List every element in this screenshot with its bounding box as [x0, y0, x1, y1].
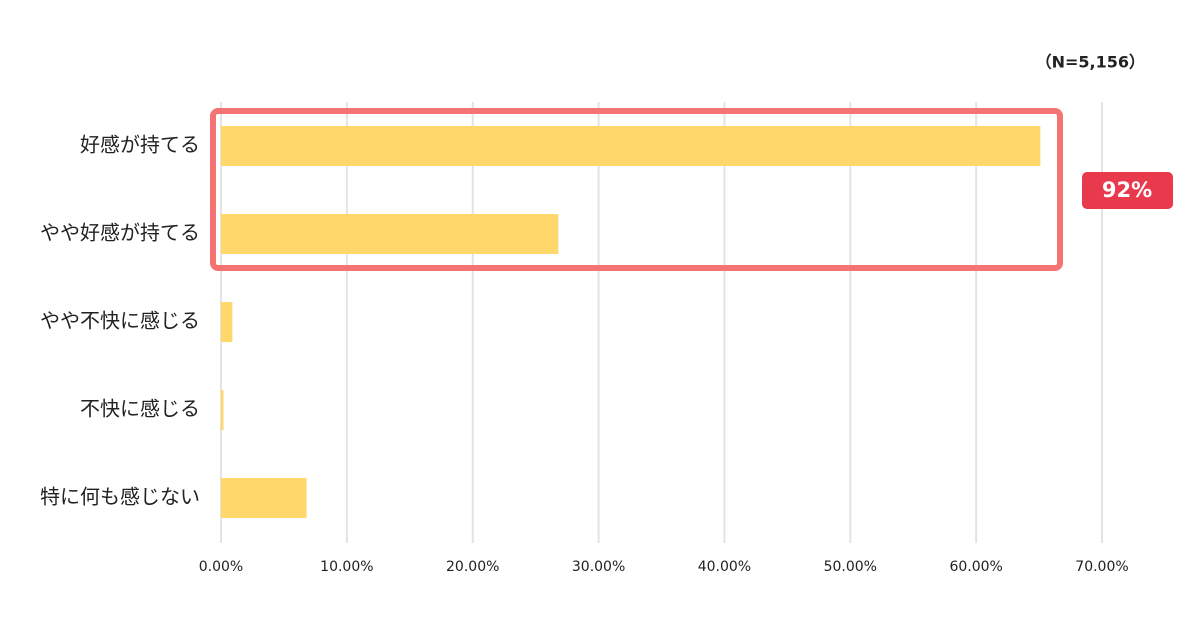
highlight-box: [210, 108, 1063, 271]
bar: [221, 126, 1041, 166]
bars: [221, 126, 1041, 518]
sample-size: （N=5,156）: [1036, 53, 1145, 72]
bar: [221, 214, 559, 254]
x-tick-label: 60.00%: [949, 559, 1002, 575]
x-tick-label: 40.00%: [698, 559, 751, 575]
grid: [220, 102, 1103, 543]
badge-label: 92%: [1102, 178, 1152, 202]
x-tick-label: 0.00%: [199, 559, 243, 575]
y-tick-label: やや不快に感じる: [40, 309, 200, 333]
y-tick-label: やや好感が持てる: [40, 221, 200, 245]
x-tick-label: 70.00%: [1075, 559, 1128, 575]
bar: [221, 390, 224, 430]
bar: [221, 478, 307, 518]
y-tick-label: 特に何も感じない: [40, 485, 200, 509]
y-tick-label: 好感が持てる: [80, 133, 200, 157]
x-tick-label: 10.00%: [320, 559, 373, 575]
x-tick-label: 50.00%: [824, 559, 877, 575]
x-tick-label: 30.00%: [572, 559, 625, 575]
x-tick-label: 20.00%: [446, 559, 499, 575]
y-tick-label: 不快に感じる: [80, 397, 200, 421]
bar: [221, 302, 233, 342]
badge: [1082, 172, 1173, 209]
